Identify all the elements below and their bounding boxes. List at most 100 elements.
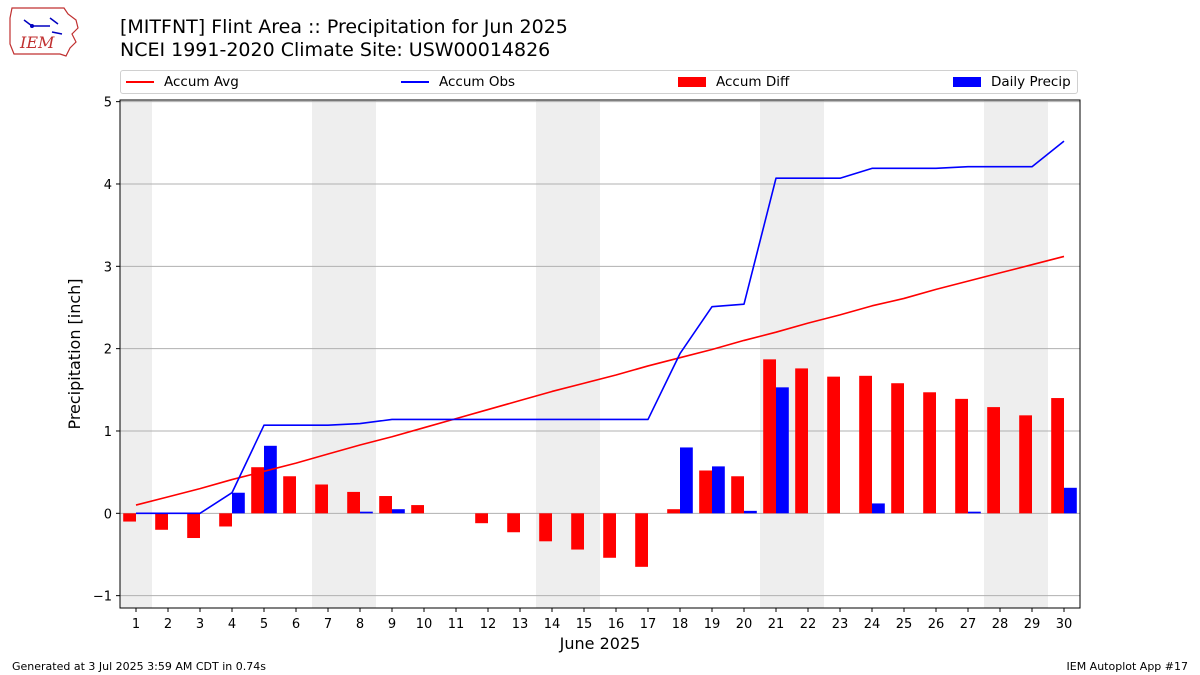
x-tick-label: 15 xyxy=(576,617,593,632)
accum-diff-bar xyxy=(923,392,936,514)
x-tick-label: 1 xyxy=(132,617,140,632)
x-tick-label: 8 xyxy=(356,617,364,632)
accum-avg-line xyxy=(135,255,1065,506)
x-tick-label: 19 xyxy=(704,617,721,632)
accum-diff-bar xyxy=(955,398,968,514)
daily-precip-bar xyxy=(968,511,981,514)
x-tick-label: 2 xyxy=(164,617,172,632)
legend-label: Daily Precip xyxy=(991,74,1071,90)
x-tick-label: 14 xyxy=(544,617,561,632)
chart-subtitle: NCEI 1991-2020 Climate Site: USW00014826 xyxy=(120,39,551,61)
legend-swatch xyxy=(953,77,981,87)
x-tick-label: 22 xyxy=(800,617,817,632)
accum-diff-bar xyxy=(251,467,264,514)
x-tick-label: 10 xyxy=(416,617,433,632)
accum-diff-bar xyxy=(603,513,616,558)
y-tick-label: 5 xyxy=(104,96,112,111)
accum-diff-bar xyxy=(379,496,392,514)
x-tick-label: 18 xyxy=(672,617,689,632)
logo-text: IEM xyxy=(19,33,55,52)
accum-diff-bar xyxy=(571,513,584,550)
y-tick-label: 3 xyxy=(104,260,112,275)
daily-precip-bar xyxy=(1064,487,1077,514)
daily-precip-bar xyxy=(776,387,789,514)
accum-diff-bar xyxy=(507,513,520,533)
chart-title: [MITFNT] Flint Area :: Precipitation for… xyxy=(120,16,568,38)
legend-swatch xyxy=(126,81,154,83)
x-tick-label: 25 xyxy=(896,617,913,632)
accum-diff-bar xyxy=(827,376,840,514)
x-tick-label: 20 xyxy=(736,617,753,632)
x-tick-label: 23 xyxy=(832,617,849,632)
legend-item-accum-obs: Accum Obs xyxy=(401,74,515,90)
y-tick-label: 1 xyxy=(104,425,112,440)
weekend-shade xyxy=(120,100,152,608)
x-tick-label: 4 xyxy=(228,617,236,632)
accum-diff-bar xyxy=(795,368,808,514)
footer-app: IEM Autoplot App #17 xyxy=(1066,660,1189,673)
footer-generated: Generated at 3 Jul 2025 3:59 AM CDT in 0… xyxy=(12,660,266,673)
accum-diff-bar xyxy=(763,359,776,514)
chart-legend: Accum Avg Accum Obs Accum Diff Daily Pre… xyxy=(120,70,1078,94)
accum-diff-bar xyxy=(187,513,200,539)
x-tick-label: 24 xyxy=(864,617,881,632)
x-tick-label: 28 xyxy=(992,617,1009,632)
y-tick-label: 0 xyxy=(104,507,112,522)
x-tick-label: 21 xyxy=(768,617,785,632)
x-tick-label: 17 xyxy=(640,617,657,632)
daily-precip-bar xyxy=(232,492,245,514)
daily-precip-bar xyxy=(264,445,277,514)
weekend-shade xyxy=(760,100,824,608)
accum-diff-bar xyxy=(667,509,680,514)
iem-logo: IEM xyxy=(9,7,79,57)
accum-diff-bar xyxy=(219,513,232,527)
x-tick-label: 26 xyxy=(928,617,945,632)
accum-diff-bar xyxy=(347,491,360,514)
daily-precip-bar xyxy=(392,509,405,514)
accum-diff-bar xyxy=(1051,398,1064,514)
x-tick-label: 16 xyxy=(608,617,625,632)
x-tick-label: 5 xyxy=(260,617,268,632)
weekend-shade xyxy=(984,100,1048,608)
daily-precip-bar xyxy=(360,511,373,514)
accum-diff-bar xyxy=(475,513,488,524)
daily-precip-bar xyxy=(872,503,885,514)
accum-diff-bar xyxy=(1019,415,1032,514)
x-axis-label: June 2025 xyxy=(559,634,641,653)
x-tick-label: 29 xyxy=(1024,617,1041,632)
x-tick-label: 3 xyxy=(196,617,204,632)
weekend-shade xyxy=(312,100,376,608)
y-tick-label: 2 xyxy=(104,343,112,358)
legend-item-accum-diff: Accum Diff xyxy=(678,74,789,90)
legend-swatch xyxy=(678,77,706,87)
x-tick-label: 9 xyxy=(388,617,396,632)
accum-obs-line xyxy=(136,140,1065,515)
accum-diff-bar xyxy=(539,513,552,542)
accum-diff-bar xyxy=(859,375,872,514)
accum-diff-bar xyxy=(411,505,424,514)
accum-diff-bar xyxy=(635,513,648,567)
legend-label: Accum Diff xyxy=(716,74,790,90)
accum-diff-bar xyxy=(123,513,136,522)
x-tick-label: 30 xyxy=(1056,617,1073,632)
accum-diff-bar xyxy=(699,470,712,514)
accum-diff-bar xyxy=(987,407,1000,514)
daily-precip-bar xyxy=(712,466,725,514)
x-tick-label: 13 xyxy=(512,617,529,632)
daily-precip-bar xyxy=(680,447,693,514)
x-tick-label: 27 xyxy=(960,617,977,632)
legend-swatch xyxy=(401,81,429,83)
daily-precip-bar xyxy=(744,510,757,514)
legend-label: Accum Obs xyxy=(439,74,516,90)
y-tick-label: −1 xyxy=(93,590,112,605)
legend-item-daily-precip: Daily Precip xyxy=(953,74,1071,90)
x-tick-label: 11 xyxy=(448,617,465,632)
accum-diff-bar xyxy=(891,383,904,514)
legend-label: Accum Avg xyxy=(164,74,239,90)
legend-item-accum-avg: Accum Avg xyxy=(126,74,239,90)
plot-frame xyxy=(119,99,1081,609)
accum-diff-bar xyxy=(731,476,744,514)
x-tick-label: 6 xyxy=(292,617,300,632)
y-axis-label: Precipitation [inch] xyxy=(65,278,84,429)
